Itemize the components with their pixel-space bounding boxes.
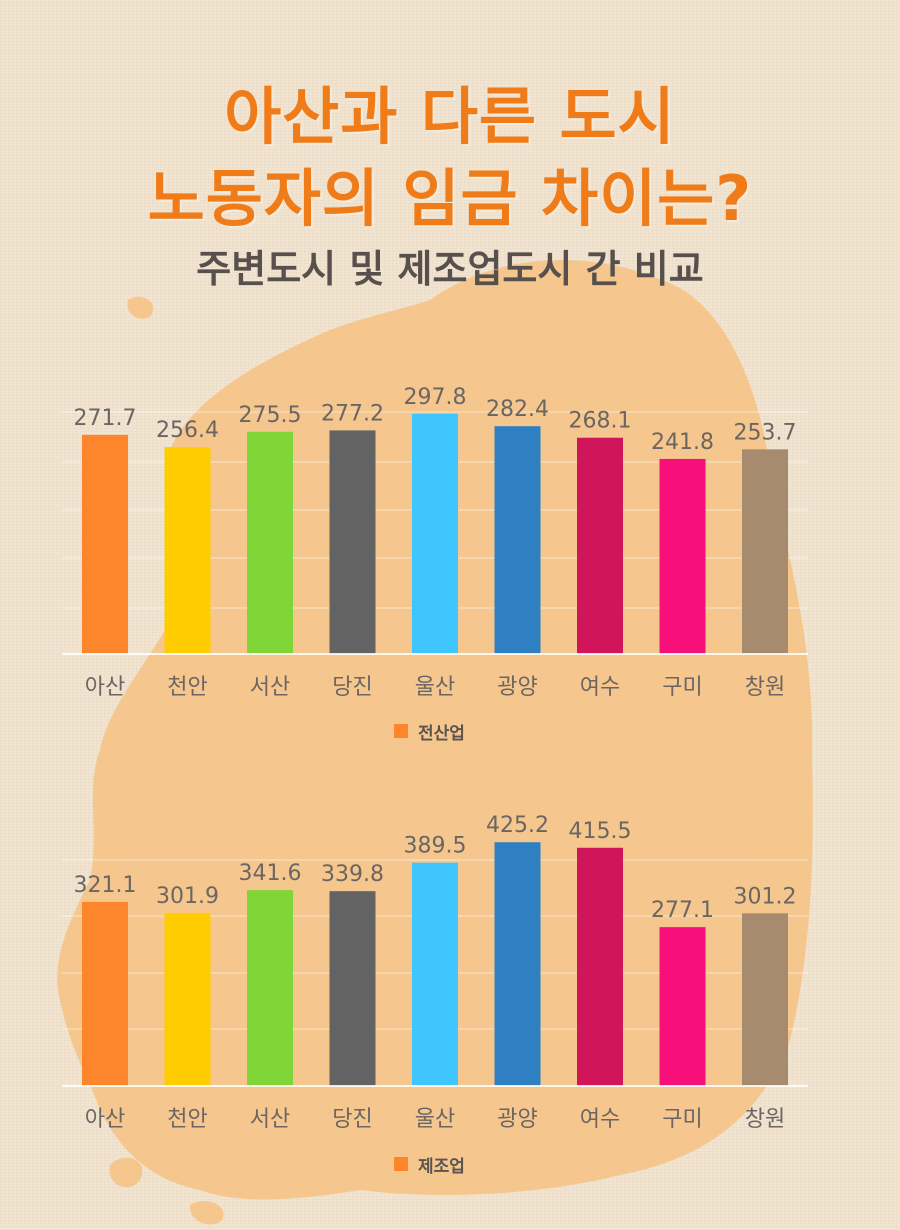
bar [494, 842, 541, 1086]
category-label: 여수 [580, 1107, 620, 1132]
category-label: 창원 [745, 675, 785, 700]
bar [247, 431, 293, 654]
subtitle: 주변도시 및 제조업도시 간 비교 [196, 247, 704, 291]
value-label: 275.5 [239, 403, 302, 428]
all-industry-wage-chart: 271.7 아산 256.4 천안 275.5 서산 277.2 당진 297.8 울산 282.4… [62, 385, 808, 700]
bar [247, 890, 293, 1086]
value-label: 271.7 [74, 406, 137, 431]
category-label: 천안 [167, 675, 207, 700]
category-label: 아산 [85, 1107, 125, 1132]
category-label: 광양 [497, 1107, 537, 1132]
value-label: 321.1 [74, 873, 137, 898]
category-label: 서산 [250, 675, 290, 700]
bar [577, 847, 623, 1086]
value-label: 253.7 [734, 420, 797, 445]
bar [82, 901, 128, 1086]
value-label: 268.1 [569, 409, 632, 434]
category-label: 구미 [662, 1107, 702, 1132]
value-label: 277.1 [651, 898, 714, 923]
bar [412, 862, 458, 1086]
legend-swatch [394, 1157, 408, 1171]
value-label: 241.8 [651, 430, 714, 455]
value-label: 301.2 [734, 884, 797, 909]
bar [329, 891, 376, 1086]
legend-label: 제조업 [418, 1156, 465, 1177]
value-label: 282.4 [486, 397, 549, 422]
value-label: 341.6 [239, 861, 302, 886]
korea-map-shape [57, 260, 813, 1200]
bar [412, 413, 458, 654]
category-label: 서산 [250, 1107, 290, 1132]
legend-manufacturing: 제조업 [394, 1153, 465, 1177]
map-coast-island-2 [189, 1200, 224, 1225]
value-label: 256.4 [156, 418, 219, 443]
category-label: 천안 [167, 1107, 207, 1132]
map-coast-island-1 [109, 1157, 143, 1188]
bar [577, 437, 623, 654]
manufacturing-wage-chart: 321.1 아산 301.9 천안 341.6 서산 339.8 당진 389.5 울산 425.2… [62, 813, 808, 1132]
category-label: 당진 [332, 675, 372, 700]
value-label: 297.8 [404, 385, 467, 410]
category-label: 울산 [415, 1107, 455, 1132]
value-label: 301.9 [156, 884, 219, 909]
category-label: 여수 [580, 675, 620, 700]
bar [742, 449, 788, 654]
bar [164, 912, 211, 1086]
bar [329, 430, 376, 654]
category-label: 구미 [662, 675, 702, 700]
category-label: 아산 [85, 675, 125, 700]
value-label: 277.2 [321, 401, 384, 426]
legend-swatch [394, 724, 408, 738]
category-label: 창원 [745, 1107, 785, 1132]
map-coast-island-3 [127, 296, 154, 319]
category-label: 광양 [497, 675, 537, 700]
value-label: 339.8 [321, 862, 384, 887]
bar [494, 426, 541, 654]
value-label: 425.2 [486, 813, 549, 838]
legend-label: 전산업 [418, 723, 465, 744]
legend-all-industry: 전산업 [394, 720, 465, 744]
bar [82, 434, 128, 654]
bar [164, 447, 211, 654]
category-label: 당진 [332, 1107, 372, 1132]
category-label: 울산 [415, 675, 455, 700]
value-label: 415.5 [569, 819, 632, 844]
bar [659, 927, 706, 1086]
title-line-2: 노동자의 임금 차이는? [147, 162, 753, 235]
value-label: 389.5 [404, 834, 467, 859]
title-line-1: 아산과 다른 도시 [224, 80, 676, 153]
bar [742, 913, 788, 1086]
bar [659, 458, 706, 654]
